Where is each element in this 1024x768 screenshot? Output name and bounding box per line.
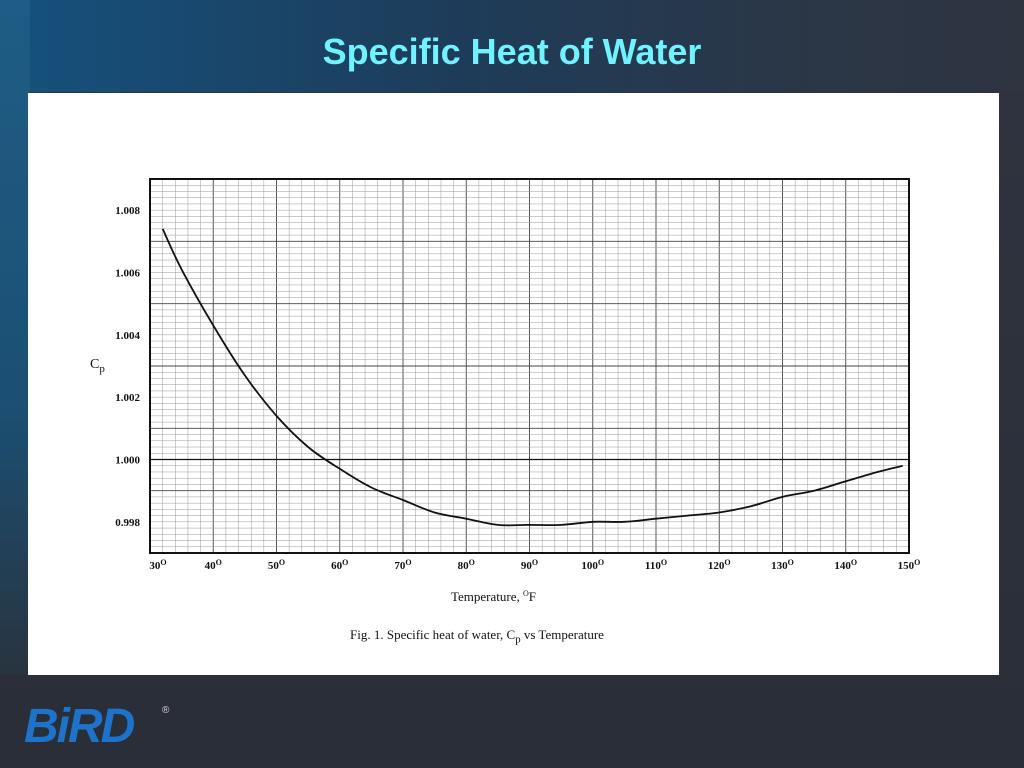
bird-logo: BiRD [24,700,135,753]
x-tick-label: 120O [708,558,731,572]
x-tick-label: 130O [771,558,794,572]
x-tick-degree: O [469,558,475,567]
x-tick-label: 40O [205,558,222,572]
registered-mark: ® [162,705,170,716]
header-background [0,0,1024,92]
x-tick-degree: O [724,558,730,567]
x-tick-label: 80O [458,558,475,572]
x-tick-degree: O [216,558,222,567]
x-tick-degree: O [914,558,920,567]
x-tick-label: 150O [898,558,921,572]
left-decoration [0,0,30,675]
x-tick-label: 100O [581,558,604,572]
y-tick-label: 1.008 [115,205,140,217]
figure-caption: Fig. 1. Specific heat of water, Cp vs Te… [350,627,750,646]
x-axis-label-unit: F [529,589,536,604]
chart-grid [149,178,910,554]
figure-panel: 0.998 1.000 1.002 1.004 1.006 1.008 30O 40O 50O… [28,93,999,675]
x-tick-labels: 30O 40O 50O 60O 70O 80O 90O 100O 110O 120O 130O 140… [149,558,920,572]
x-tick-degree: O [342,558,348,567]
y-axis-label: Cp [90,357,105,375]
x-tick-degree: O [851,558,857,567]
y-tick-label: 1.000 [115,455,140,467]
y-tick-label: 1.004 [115,330,140,342]
slide-title: Specific Heat of Water [322,31,702,72]
x-tick-degree: O [160,558,166,567]
x-tick-degree: O [279,558,285,567]
x-tick-label: 70O [394,558,411,572]
x-tick-degree: O [405,558,411,567]
y-axis-label-sub: p [99,363,105,375]
x-tick-label: 140O [834,558,857,572]
y-tick-label: 1.006 [115,268,140,280]
y-tick-label: 0.998 [115,517,140,529]
x-tick-label: 110O [645,558,667,572]
x-axis-label-degree: O [523,589,529,598]
plot-frame [149,178,910,554]
caption-prefix: Fig. 1. Specific heat of water, C [350,627,516,642]
series-line [161,228,903,527]
caption-suffix: vs Temperature [520,627,604,642]
chart: 0.998 1.000 1.002 1.004 1.006 1.008 30O 40O 50O… [90,178,920,604]
x-tick-degree: O [788,558,794,567]
y-tick-label: 1.002 [115,392,140,404]
x-tick-label: 50O [268,558,285,572]
x-axis-label: Temperature, OF [451,589,536,604]
caption-subscript: p [515,633,521,646]
x-tick-degree: O [598,558,604,567]
x-tick-degree: O [532,558,538,567]
x-tick-label: 30O [149,558,166,572]
x-tick-degree: O [661,558,667,567]
x-tick-label: 60O [331,558,348,572]
x-tick-label: 90O [521,558,538,572]
y-tick-labels: 0.998 1.000 1.002 1.004 1.006 1.008 [115,205,140,529]
